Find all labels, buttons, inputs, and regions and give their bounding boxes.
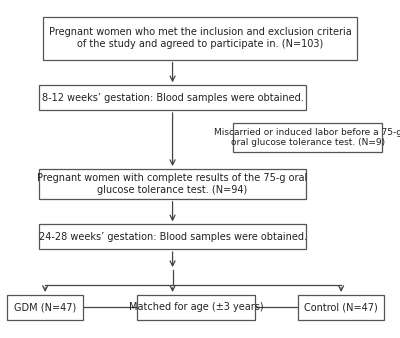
- FancyBboxPatch shape: [233, 123, 382, 152]
- Text: Pregnant women with complete results of the 75-g oral
glucose tolerance test. (N: Pregnant women with complete results of …: [38, 173, 308, 195]
- Text: Pregnant women who met the inclusion and exclusion criteria
of the study and agr: Pregnant women who met the inclusion and…: [49, 27, 351, 49]
- FancyBboxPatch shape: [137, 295, 255, 320]
- FancyBboxPatch shape: [39, 224, 306, 249]
- Text: GDM (N=47): GDM (N=47): [14, 303, 76, 312]
- Text: Miscarried or induced labor before a 75-g
oral glucose tolerance test. (N=9): Miscarried or induced labor before a 75-…: [214, 128, 400, 147]
- Text: 8-12 weeks’ gestation: Blood samples were obtained.: 8-12 weeks’ gestation: Blood samples wer…: [42, 93, 304, 103]
- FancyBboxPatch shape: [43, 17, 357, 60]
- Text: Matched for age (±3 years): Matched for age (±3 years): [129, 303, 263, 312]
- Text: 24-28 weeks’ gestation: Blood samples were obtained.: 24-28 weeks’ gestation: Blood samples we…: [38, 232, 306, 242]
- FancyBboxPatch shape: [39, 169, 306, 199]
- Text: Control (N=47): Control (N=47): [304, 303, 378, 312]
- FancyBboxPatch shape: [39, 86, 306, 110]
- FancyBboxPatch shape: [7, 295, 83, 320]
- FancyBboxPatch shape: [298, 295, 384, 320]
